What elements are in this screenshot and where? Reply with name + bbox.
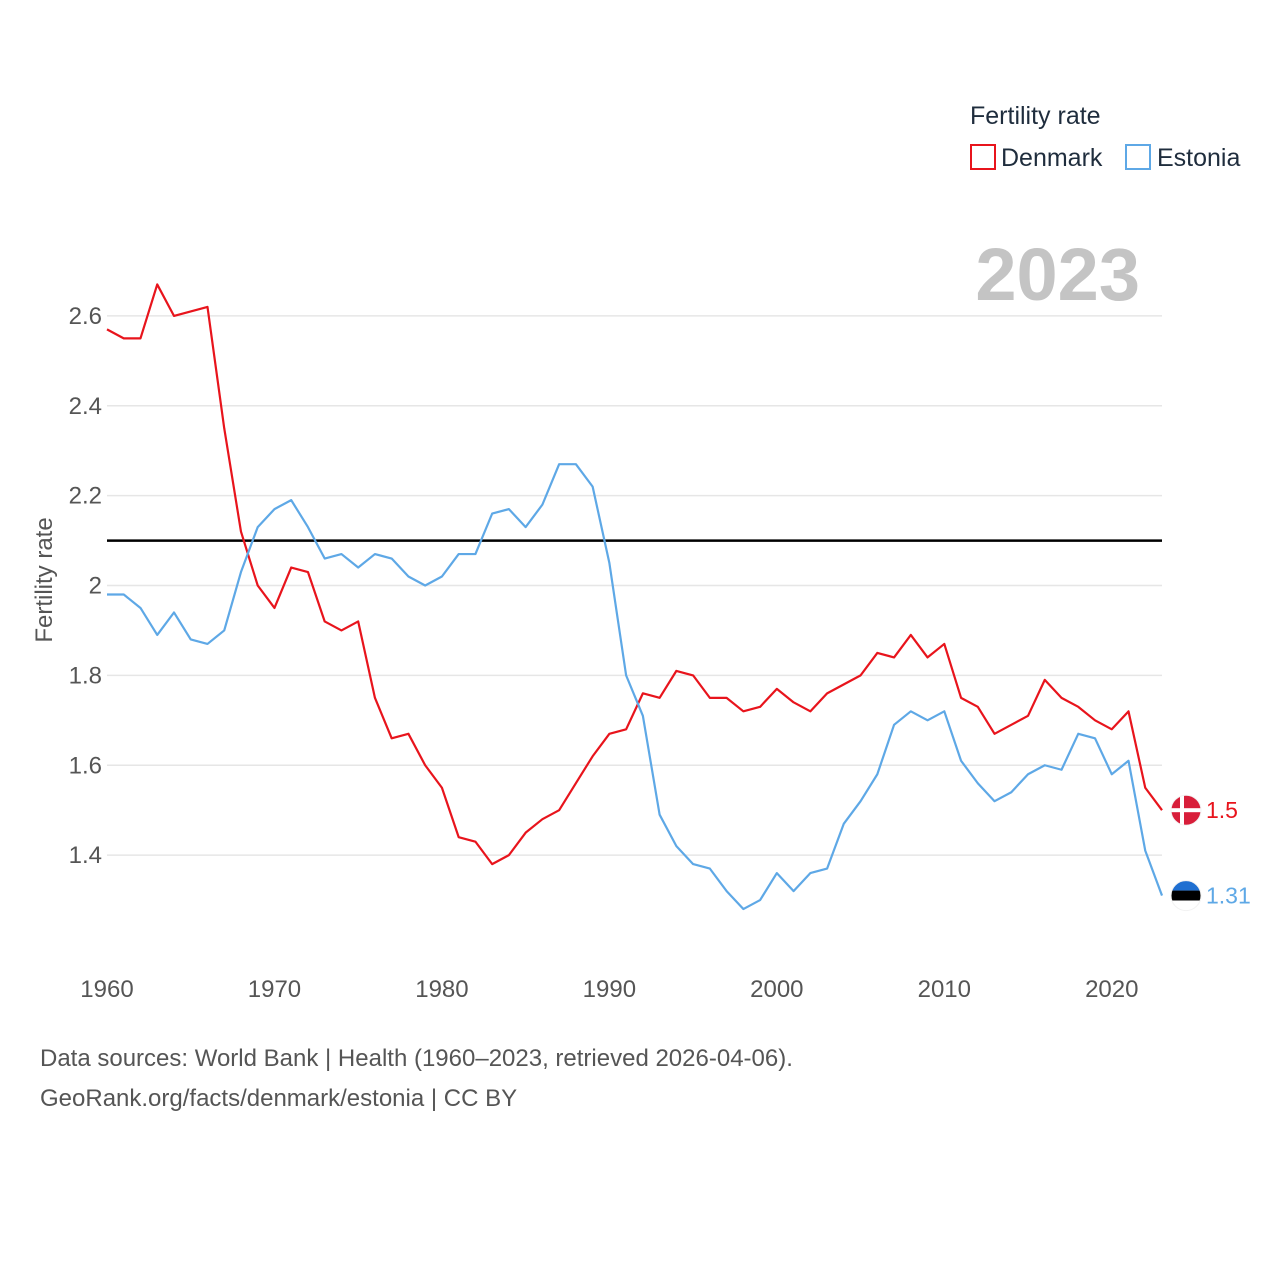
- end-markers: 1.5 1.31: [1170, 794, 1251, 912]
- y-tick-label: 1.8: [69, 662, 102, 689]
- x-tick-label: 2020: [1085, 976, 1138, 1003]
- y-tick-label: 2.6: [69, 303, 102, 330]
- x-tick-label: 1970: [248, 976, 301, 1003]
- legend-item-denmark[interactable]: Denmark: [970, 144, 1103, 172]
- legend-item-estonia[interactable]: Estonia: [1125, 144, 1240, 172]
- legend-title: Fertility rate: [970, 102, 1101, 130]
- x-axis-ticks: 1960 1970 1980 1990 2000 2010 2020: [80, 976, 1138, 1003]
- y-tick-label: 2.4: [69, 393, 102, 420]
- x-tick-label: 2010: [918, 976, 971, 1003]
- legend-label-estonia: Estonia: [1157, 144, 1240, 172]
- y-tick-label: 1.4: [69, 842, 102, 869]
- legend: Fertility rate Denmark Estonia: [970, 102, 1240, 172]
- y-tick-label: 1.6: [69, 752, 102, 779]
- fertility-chart: 1.4 1.6 1.8 2 2.2 2.4 2.6 1960 1970 1980 1990 2000…: [31, 102, 1251, 1003]
- x-tick-label: 2000: [750, 976, 803, 1003]
- series-line-estonia: [107, 463, 1164, 911]
- y-tick-label: 2.2: [69, 483, 102, 510]
- grid-lines: [107, 315, 1162, 856]
- y-axis-ticks: 1.4 1.6 1.8 2 2.2 2.4 2.6: [69, 303, 102, 869]
- end-value-label-estonia: 1.31: [1206, 883, 1251, 909]
- y-tick-label: 2: [89, 573, 102, 600]
- legend-swatch-denmark: [970, 144, 996, 170]
- denmark-flag-icon: [1171, 795, 1201, 826]
- denmark-end-marker: 1.5: [1170, 794, 1238, 826]
- legend-swatch-estonia: [1125, 144, 1151, 170]
- x-tick-label: 1990: [583, 976, 636, 1003]
- estonia-end-marker: 1.31: [1170, 880, 1251, 912]
- series-line-denmark: [106, 283, 1163, 866]
- footer-attribution: GeoRank.org/facts/denmark/estonia | CC B…: [40, 1085, 518, 1112]
- legend-label-denmark: Denmark: [1001, 144, 1103, 172]
- estonia-flag-icon: [1171, 880, 1201, 911]
- footer-sources: Data sources: World Bank | Health (1960–…: [40, 1045, 793, 1072]
- x-tick-label: 1980: [415, 976, 468, 1003]
- current-year-label: 2023: [975, 233, 1140, 316]
- y-axis-title: Fertility rate: [31, 517, 58, 642]
- x-tick-label: 1960: [80, 976, 133, 1003]
- end-value-label-denmark: 1.5: [1206, 797, 1238, 823]
- series-lines: [106, 283, 1164, 911]
